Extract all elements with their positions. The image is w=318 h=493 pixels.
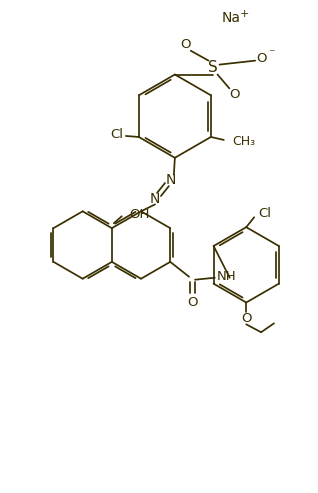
Text: O: O (256, 52, 267, 65)
Text: Na: Na (221, 11, 240, 25)
Text: N: N (150, 192, 160, 207)
Text: +: + (239, 9, 249, 19)
Text: O: O (181, 38, 191, 51)
Text: O: O (229, 88, 239, 101)
Text: OH: OH (130, 208, 150, 221)
Text: N: N (166, 173, 176, 186)
Text: S: S (208, 60, 218, 75)
Text: NH: NH (217, 270, 237, 283)
Text: O: O (241, 312, 252, 325)
Text: O: O (187, 296, 197, 309)
Text: ⁻: ⁻ (268, 47, 275, 60)
Text: Cl: Cl (258, 207, 271, 220)
Text: CH₃: CH₃ (233, 136, 256, 148)
Text: Cl: Cl (110, 129, 123, 141)
